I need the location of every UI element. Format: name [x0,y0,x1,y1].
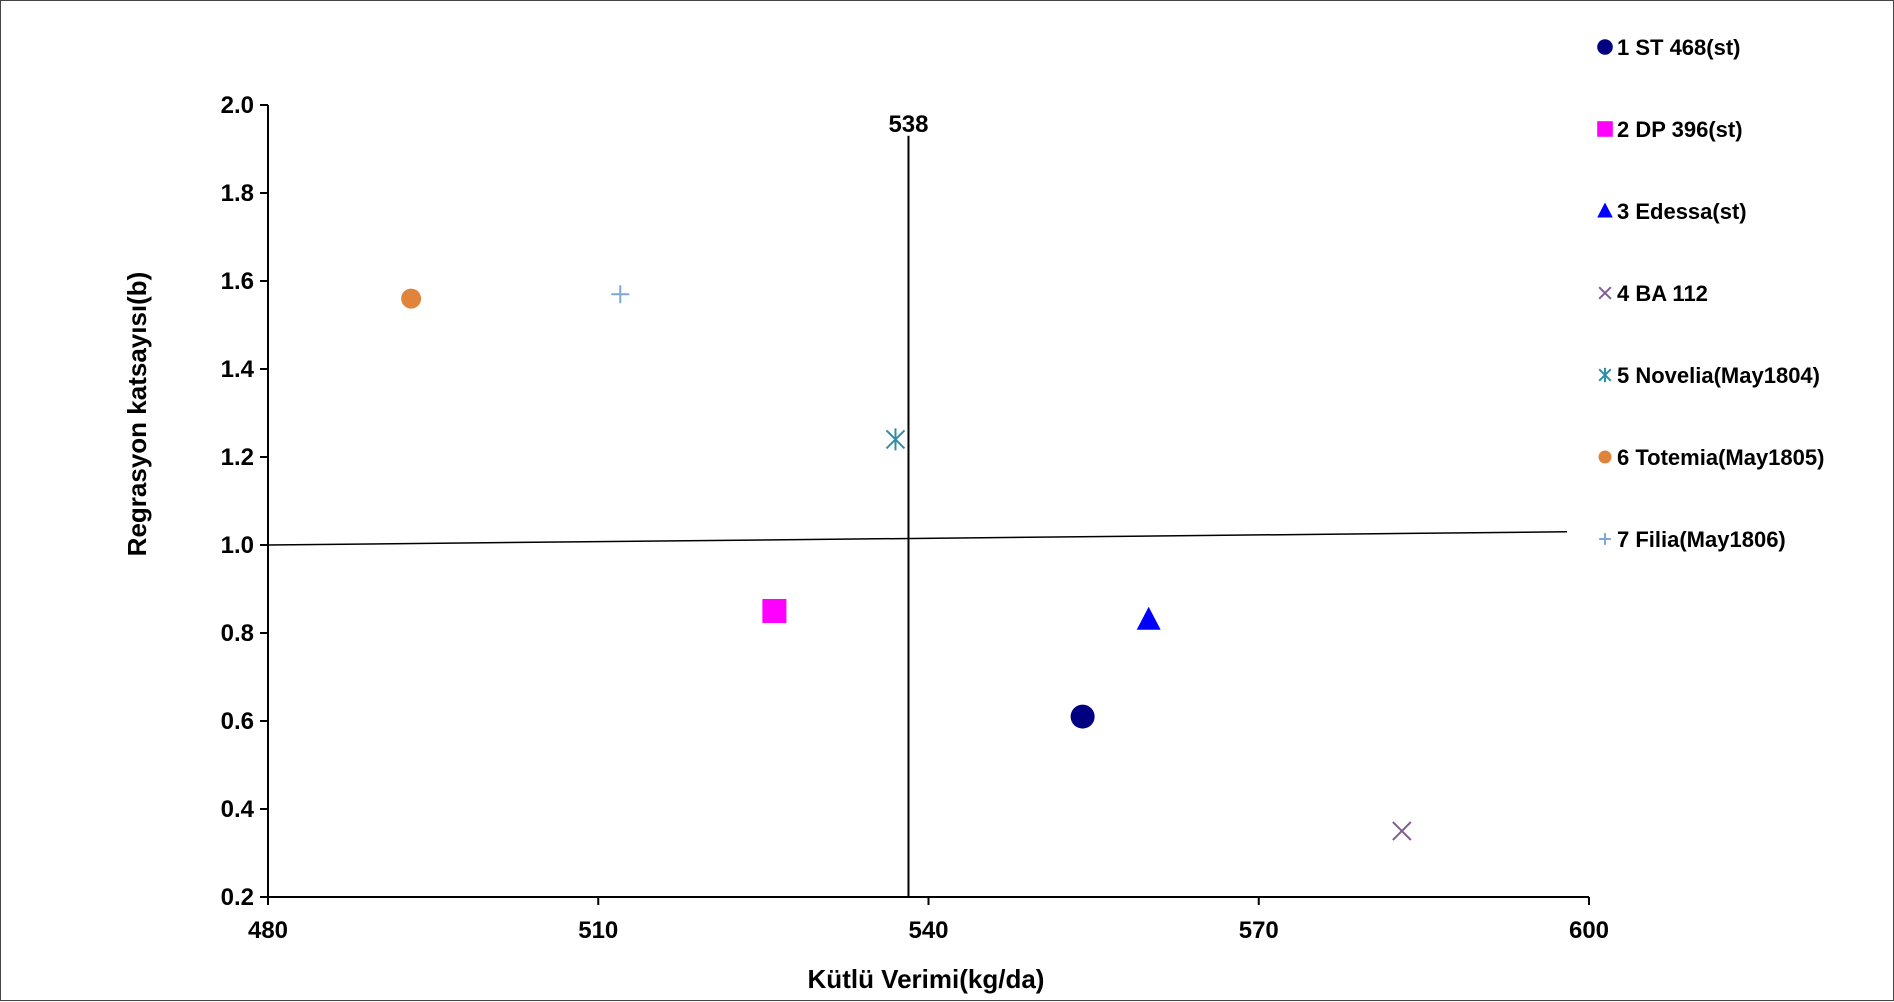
data-point-6 [401,288,422,309]
y-tick-label: 0.6 [221,708,254,735]
legend-marker-1 [1597,39,1613,55]
y-tick-label: 1.0 [221,532,254,559]
x-tick-label: 480 [248,917,288,944]
legend-marker-4 [1598,286,1612,300]
legend-label-6: 6 Totemia(May1805) [1617,445,1824,470]
legend-label-3: 3 Edessa(st) [1617,199,1747,224]
horizontal-reference-line [267,531,1567,546]
data-point-3 [1136,606,1161,630]
axes: 0.2 0.4 0.6 0.8 1.0 1.2 1.4 1.6 1.8 2.0 480 510 540 5… [221,92,1609,944]
legend-marker-7 [1599,533,1611,545]
y-tick-label: 0.8 [221,620,254,647]
legend-label-7: 7 Filia(May1806) [1617,527,1786,552]
legend: 1 ST 468(st) 2 DP 396(st) 3 Edessa(st) 4 BA… [1597,35,1824,552]
legend-label-5: 5 Novelia(May1804) [1617,363,1820,388]
data-point-7 [611,285,630,304]
x-tick-label: 600 [1569,917,1609,944]
reference-lines: 538 [267,111,1567,897]
data-point-5 [885,428,906,451]
y-tick-label: 1.4 [221,356,255,383]
x-tick-label: 570 [1239,917,1279,944]
y-tick-label: 1.6 [221,268,254,295]
y-tick-label: 0.4 [221,796,255,823]
vertical-mean-label: 538 [888,111,928,138]
legend-label-1: 1 ST 468(st) [1617,35,1741,60]
y-tick-label: 0.2 [221,884,254,911]
legend-marker-5 [1598,367,1612,383]
y-tick-label: 1.8 [221,180,254,207]
data-point-4 [1392,821,1412,841]
legend-marker-6 [1598,450,1612,464]
legend-label-2: 2 DP 396(st) [1617,117,1743,142]
legend-label-4: 4 BA 112 [1617,281,1708,306]
legend-marker-2 [1597,121,1613,137]
y-tick-label: 2.0 [221,92,254,119]
legend-marker-3 [1597,202,1613,218]
x-axis-title: Kütlü Verimi(kg/da) [808,964,1045,994]
data-point-2 [762,599,787,623]
x-tick-label: 510 [578,917,618,944]
data-point-1 [1070,704,1095,729]
data-points [401,285,1412,841]
y-tick-label: 1.2 [221,444,254,471]
x-tick-label: 540 [908,917,948,944]
y-axis-title: Regrasyon katsayısı(b) [122,272,152,557]
